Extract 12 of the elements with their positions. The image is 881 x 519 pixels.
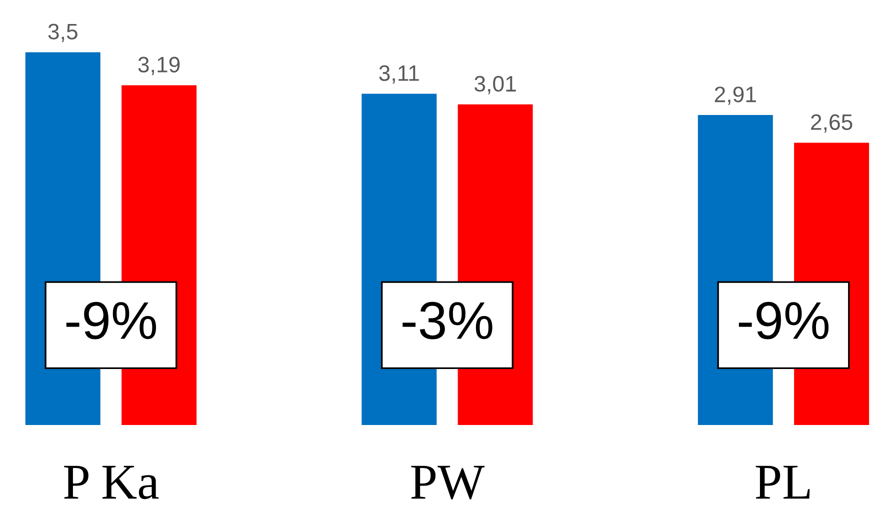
annotation: -9% (738, 302, 829, 340)
data-label: 3,5 (48, 24, 78, 42)
data-label: 2,91 (714, 86, 756, 105)
annotation: -3% (402, 302, 492, 340)
data-label: 2,65 (811, 114, 852, 133)
annotation: -9% (66, 302, 156, 340)
data-label: 3,11 (379, 65, 419, 84)
data-label: 3,01 (474, 76, 516, 94)
x-tick-label: PW (411, 466, 485, 500)
x-tick-label: P Ka (64, 466, 159, 500)
x-tick-label: PL (756, 466, 810, 499)
data-label: 3,19 (138, 56, 180, 76)
